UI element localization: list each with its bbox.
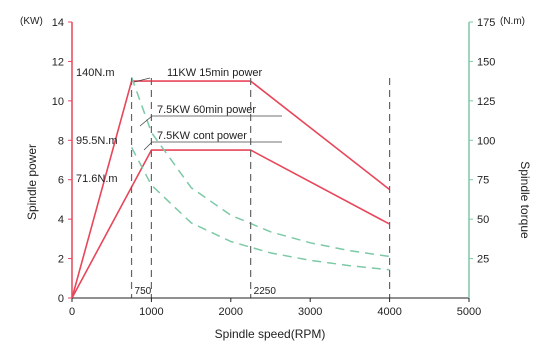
y-right-tick-label: 100 [477, 135, 495, 147]
torque-curve [130, 147, 390, 271]
y-right-tick-label: 175 [477, 17, 495, 29]
y-left-tick-label: 6 [58, 175, 64, 187]
x-tick-label: 4000 [377, 306, 401, 318]
y-axis-right-label: Spindle torque [518, 161, 532, 239]
x-axis-label: Spindle speed(RPM) [215, 327, 326, 341]
annotation-leader-60min [139, 115, 153, 127]
annotation-71-6nm: 71.6N.m [76, 173, 118, 185]
speed-marker-label: 2250 [254, 286, 277, 297]
y-left-tick-label: 2 [58, 254, 64, 266]
x-tick-label: 3000 [298, 306, 322, 318]
annotation-7-5kw-60min: 7.5KW 60min power [157, 104, 256, 116]
annotation-layer: 11KW 15min power 7.5KW 60min power 7.5KW… [76, 67, 282, 185]
y-left-tick-label: 14 [52, 17, 64, 29]
annotation-140nm: 140N.m [76, 67, 115, 79]
y-left-tick-label: 8 [58, 135, 64, 147]
marker-layer: 750 2250 [130, 78, 391, 298]
y-right-tick-label: 50 [477, 214, 489, 226]
y-right-tick-label: 125 [477, 96, 495, 108]
annotation-95-5nm: 95.5N.m [76, 135, 118, 147]
axes-layer [71, 22, 470, 299]
power-curve [71, 149, 390, 299]
y-left-tick-label: 12 [52, 56, 64, 68]
x-tick-label: 1000 [139, 306, 163, 318]
annotation-11kw-15min: 11KW 15min power [167, 67, 263, 79]
y-left-tick-label: 0 [58, 293, 64, 305]
y-left-tick-label: 10 [52, 96, 64, 108]
annotation-7-5kw-cont: 7.5KW cont power [157, 130, 247, 142]
annotation-leader-cont [143, 141, 153, 151]
y-right-tick-label: 75 [477, 175, 489, 187]
annotation-leader-15min [133, 77, 151, 83]
power-curve [71, 80, 391, 299]
y-axis-left-label: Spindle power [25, 144, 39, 220]
y-right-tick-label: 150 [477, 56, 495, 68]
tick-layer: 0 1000 2000 3000 4000 5000 0 2 4 6 8 10 12 14 25 50 75 10… [52, 17, 496, 318]
speed-marker-label: 750 [135, 286, 152, 297]
x-tick-label: 2000 [219, 306, 243, 318]
x-tick-label: 0 [69, 306, 75, 318]
y-right-tick-label: 25 [477, 254, 489, 266]
y-left-tick-label: 4 [58, 214, 64, 226]
unit-right: (N.m) [500, 16, 525, 27]
unit-left: (KW) [20, 16, 43, 27]
x-tick-label: 5000 [457, 306, 481, 318]
